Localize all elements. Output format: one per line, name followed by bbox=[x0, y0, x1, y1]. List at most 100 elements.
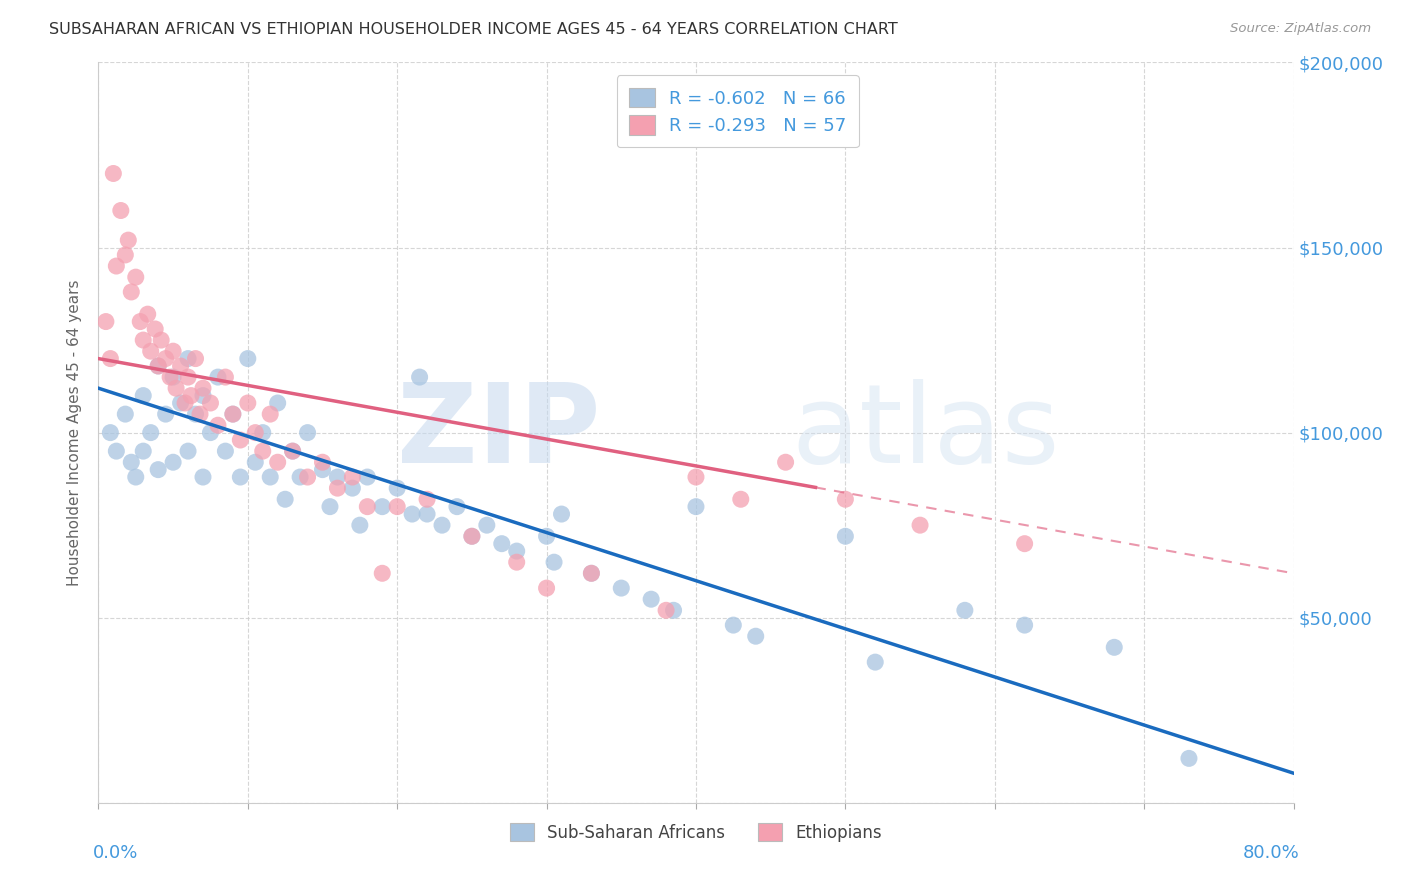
Point bbox=[1014, 536, 1036, 550]
Point bbox=[371, 566, 394, 581]
Point bbox=[581, 566, 603, 581]
Point bbox=[169, 396, 191, 410]
Point bbox=[475, 518, 498, 533]
Point bbox=[506, 555, 529, 569]
Point bbox=[267, 455, 290, 469]
Point bbox=[685, 470, 707, 484]
Point bbox=[155, 351, 177, 366]
Point bbox=[188, 407, 211, 421]
Legend: Sub-Saharan Africans, Ethiopians: Sub-Saharan Africans, Ethiopians bbox=[502, 814, 890, 850]
Point bbox=[401, 507, 423, 521]
Point bbox=[94, 314, 117, 328]
Point bbox=[139, 344, 162, 359]
Point bbox=[536, 529, 558, 543]
Point bbox=[229, 470, 252, 484]
Point bbox=[207, 418, 229, 433]
Point bbox=[180, 388, 202, 402]
Point bbox=[416, 492, 439, 507]
Point bbox=[908, 518, 931, 533]
Point bbox=[177, 370, 200, 384]
Point bbox=[184, 351, 207, 366]
Point bbox=[834, 529, 856, 543]
Point bbox=[105, 444, 128, 458]
Point bbox=[408, 370, 430, 384]
Point bbox=[155, 407, 177, 421]
Point bbox=[581, 566, 603, 581]
Point bbox=[349, 518, 371, 533]
Point bbox=[274, 492, 297, 507]
Point bbox=[834, 492, 856, 507]
Point bbox=[148, 462, 170, 476]
Point bbox=[98, 425, 122, 440]
Point bbox=[655, 603, 678, 617]
Point bbox=[536, 581, 558, 595]
Point bbox=[184, 407, 207, 421]
Point bbox=[200, 396, 222, 410]
Point bbox=[662, 603, 685, 617]
Point bbox=[245, 425, 267, 440]
Point bbox=[139, 425, 162, 440]
Point bbox=[214, 444, 236, 458]
Point bbox=[640, 592, 662, 607]
Point bbox=[236, 351, 259, 366]
Point bbox=[281, 444, 304, 458]
Point bbox=[143, 322, 166, 336]
Point bbox=[1104, 640, 1126, 655]
Point bbox=[229, 433, 252, 447]
Point bbox=[129, 314, 152, 328]
Point bbox=[730, 492, 752, 507]
Point bbox=[723, 618, 745, 632]
Text: 0.0%: 0.0% bbox=[93, 844, 138, 862]
Point bbox=[191, 388, 214, 402]
Point bbox=[342, 470, 364, 484]
Point bbox=[252, 425, 274, 440]
Point bbox=[259, 407, 281, 421]
Point bbox=[191, 381, 214, 395]
Point bbox=[177, 351, 200, 366]
Point bbox=[207, 370, 229, 384]
Point bbox=[148, 359, 170, 373]
Point bbox=[162, 370, 184, 384]
Point bbox=[191, 470, 214, 484]
Point bbox=[177, 444, 200, 458]
Point bbox=[319, 500, 342, 514]
Point bbox=[174, 396, 197, 410]
Y-axis label: Householder Income Ages 45 - 64 years: Householder Income Ages 45 - 64 years bbox=[67, 279, 83, 586]
Point bbox=[311, 455, 333, 469]
Point bbox=[165, 381, 187, 395]
Point bbox=[125, 270, 148, 285]
Point bbox=[685, 500, 707, 514]
Point bbox=[200, 425, 222, 440]
Point bbox=[342, 481, 364, 495]
Point bbox=[148, 359, 170, 373]
Point bbox=[326, 481, 349, 495]
Point bbox=[252, 444, 274, 458]
Point bbox=[326, 470, 349, 484]
Point bbox=[953, 603, 976, 617]
Text: Source: ZipAtlas.com: Source: ZipAtlas.com bbox=[1230, 22, 1371, 36]
Point bbox=[506, 544, 529, 558]
Point bbox=[222, 407, 245, 421]
Point bbox=[114, 248, 136, 262]
Point bbox=[136, 307, 159, 321]
Point bbox=[297, 425, 319, 440]
Point bbox=[416, 507, 439, 521]
Text: atlas: atlas bbox=[792, 379, 1060, 486]
Point bbox=[491, 536, 513, 550]
Point bbox=[288, 470, 311, 484]
Point bbox=[103, 166, 125, 180]
Point bbox=[245, 455, 267, 469]
Point bbox=[461, 529, 484, 543]
Point bbox=[110, 203, 132, 218]
Point bbox=[159, 370, 181, 384]
Point bbox=[169, 359, 191, 373]
Point bbox=[446, 500, 468, 514]
Point bbox=[311, 462, 333, 476]
Point bbox=[610, 581, 633, 595]
Point bbox=[236, 396, 259, 410]
Point bbox=[222, 407, 245, 421]
Point bbox=[132, 444, 155, 458]
Point bbox=[356, 470, 378, 484]
Point bbox=[105, 259, 128, 273]
Point bbox=[150, 333, 173, 347]
